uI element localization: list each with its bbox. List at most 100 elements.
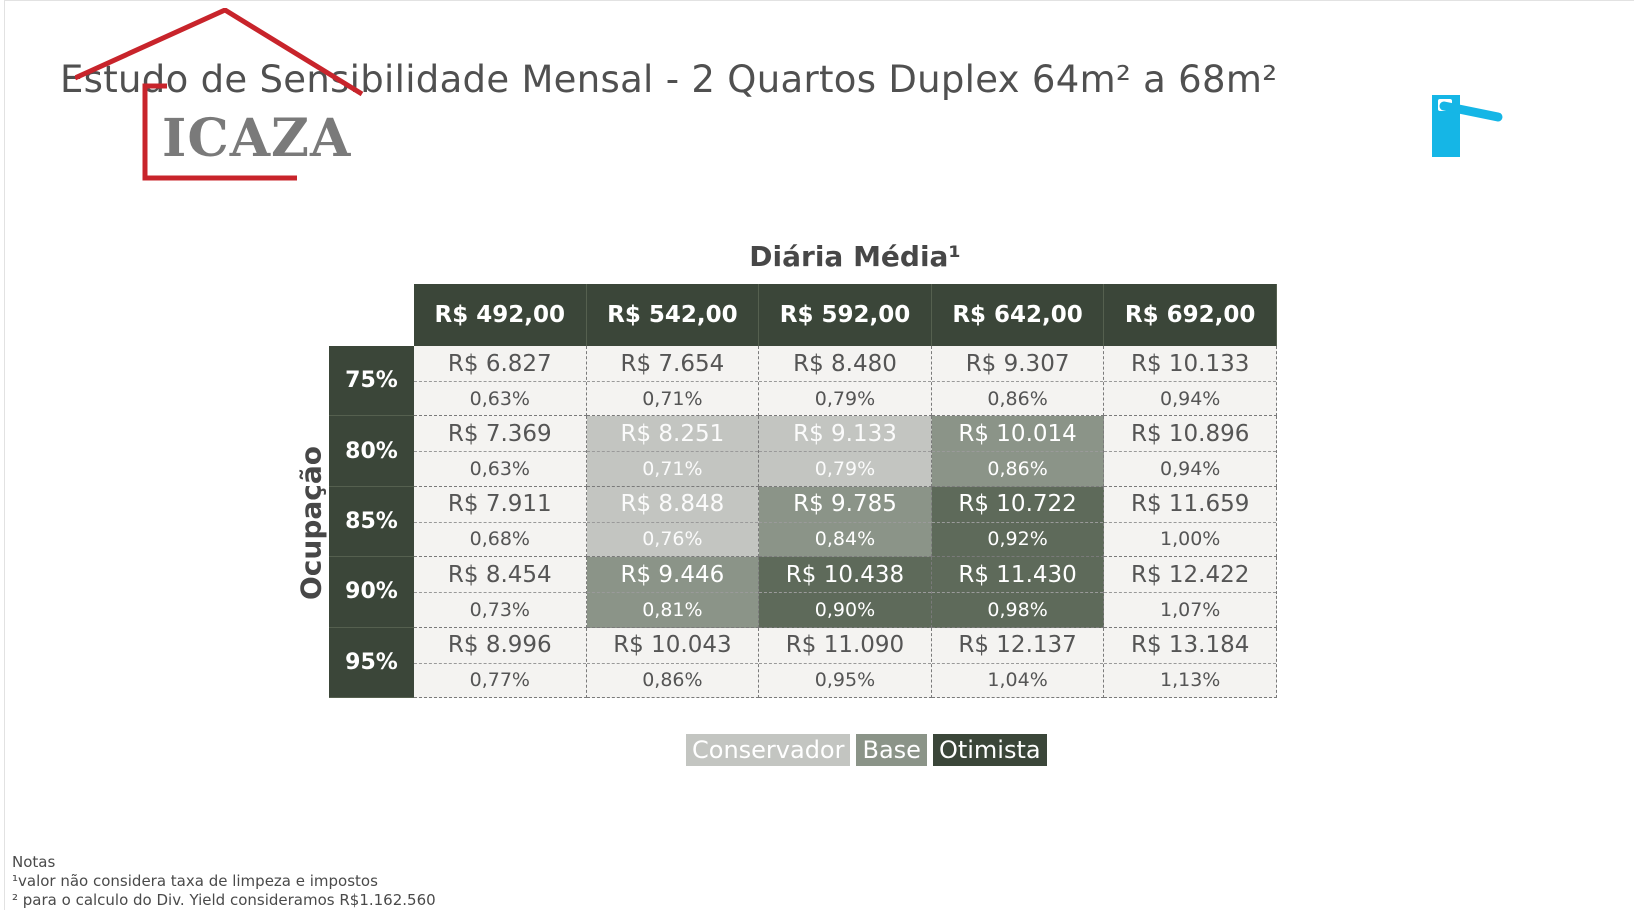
table-cell: R$ 11.090 0,95%: [759, 627, 932, 698]
occupancy-header: 90%: [329, 557, 414, 628]
dividend-yield: 0,86%: [987, 387, 1048, 410]
dividend-yield: 0,81%: [642, 598, 703, 621]
table-cell: R$ 11.430 0,98%: [931, 557, 1105, 628]
occupancy-header: 85%: [329, 486, 414, 558]
rate-header-row: R$ 492,00 R$ 542,00 R$ 592,00 R$ 642,00 …: [414, 284, 1277, 346]
column-heading: Diária Média¹: [749, 240, 961, 273]
door-handle-icon: [1432, 95, 1503, 157]
monthly-revenue: R$ 10.438: [759, 557, 931, 594]
slide-frame: [4, 0, 1634, 910]
monthly-revenue: R$ 7.911: [414, 487, 586, 523]
monthly-revenue: R$ 8.996: [414, 628, 586, 664]
dividend-yield: 0,63%: [469, 458, 530, 481]
icaza-logo: [75, 8, 364, 181]
table-cell: R$ 8.251 0,71%: [586, 416, 760, 487]
monthly-revenue: R$ 9.307: [931, 346, 1104, 382]
dividend-yield: 0,71%: [642, 458, 703, 481]
table-cell: R$ 10.043 0,86%: [586, 627, 760, 698]
dividend-yield: 0,79%: [814, 387, 876, 410]
dividend-yield: 0,94%: [1159, 458, 1221, 481]
monthly-revenue: R$ 8.480: [759, 346, 931, 382]
monthly-revenue: R$ 7.654: [586, 346, 759, 382]
rate-header: R$ 642,00: [931, 284, 1105, 346]
notes-heading: Notas: [12, 853, 56, 871]
dividend-yield: 0,73%: [469, 598, 530, 621]
monthly-revenue: R$ 8.848: [586, 487, 759, 523]
table-cell: R$ 7.654 0,71%: [586, 346, 760, 417]
dividend-yield: 0,98%: [987, 598, 1048, 621]
legend-base: Base: [856, 734, 927, 766]
dividend-yield: 0,76%: [642, 528, 703, 551]
rate-header: R$ 492,00: [414, 284, 587, 346]
scenario-legend: Conservador Base Otimista: [686, 734, 1047, 766]
table-row: R$ 7.369 0,63% R$ 8.251 0,71% R$ 9.133 0,79% R…: [414, 416, 1277, 487]
occupancy-header: 80%: [329, 416, 414, 487]
dividend-yield: 0,63%: [469, 387, 530, 410]
note-2: ² para o calculo do Div. Yield considera…: [12, 891, 436, 909]
table-cell: R$ 10.896 0,94%: [1104, 416, 1277, 487]
table-cell: R$ 9.785 0,84%: [759, 486, 932, 558]
note-1: ¹valor não considera taxa de limpeza e i…: [12, 872, 378, 890]
dividend-yield: 0,77%: [469, 669, 530, 692]
table-cell: R$ 10.133 0,94%: [1104, 346, 1277, 417]
dividend-yield: 0,84%: [814, 528, 876, 551]
dividend-yield: 0,92%: [987, 528, 1048, 551]
dividend-yield: 0,71%: [642, 387, 703, 410]
occupancy-header: 75%: [329, 346, 414, 417]
table-cell: R$ 12.137 1,04%: [931, 627, 1105, 698]
dividend-yield: 1,04%: [987, 669, 1048, 692]
footnotes: Notas ¹valor não considera taxa de limpe…: [12, 853, 436, 910]
rate-header: R$ 592,00: [759, 284, 932, 346]
dividend-yield: 0,68%: [469, 528, 530, 551]
dividend-yield: 1,13%: [1159, 669, 1221, 692]
table-cell: R$ 10.722 0,92%: [931, 486, 1105, 558]
monthly-revenue: R$ 8.251: [586, 416, 759, 453]
table-row: R$ 8.996 0,77% R$ 10.043 0,86% R$ 11.090 0,95…: [414, 627, 1277, 698]
table-cell: R$ 8.454 0,73%: [414, 557, 587, 628]
monthly-revenue: R$ 10.722: [931, 487, 1104, 523]
dividend-yield: 0,79%: [814, 458, 876, 481]
monthly-revenue: R$ 9.785: [759, 487, 931, 523]
dividend-yield: 0,90%: [814, 598, 876, 621]
page-title: Estudo de Sensibilidade Mensal - 2 Quart…: [60, 58, 1278, 101]
table-cell: R$ 8.848 0,76%: [586, 486, 760, 558]
table-cell: R$ 8.480 0,79%: [759, 346, 932, 417]
dividend-yield: 1,07%: [1159, 598, 1221, 621]
dividend-yield: 0,95%: [814, 669, 876, 692]
legend-conservador: Conservador: [686, 734, 851, 766]
dividend-yield: 0,86%: [987, 458, 1048, 481]
table-cell: R$ 10.014 0,86%: [931, 416, 1105, 487]
monthly-revenue: R$ 10.043: [586, 628, 759, 664]
monthly-revenue: R$ 11.090: [759, 628, 931, 664]
monthly-revenue: R$ 12.137: [931, 628, 1104, 664]
monthly-revenue: R$ 9.133: [759, 416, 931, 453]
monthly-revenue: R$ 11.659: [1104, 487, 1276, 523]
monthly-revenue: R$ 9.446: [586, 557, 759, 594]
table-cell: R$ 10.438 0,90%: [759, 557, 932, 628]
monthly-revenue: R$ 7.369: [414, 416, 586, 453]
rate-header: R$ 542,00: [586, 284, 760, 346]
table-cell: R$ 6.827 0,63%: [414, 346, 587, 417]
table-row: R$ 6.827 0,63% R$ 7.654 0,71% R$ 8.480 0,79% R…: [414, 346, 1277, 417]
table-cell: R$ 8.996 0,77%: [414, 627, 587, 698]
table-cell: R$ 12.422 1,07%: [1104, 557, 1277, 628]
table-cell: R$ 7.369 0,63%: [414, 416, 587, 487]
occupancy-column: 75% 80% 85% 90% 95%: [329, 346, 414, 698]
dividend-yield: 0,86%: [642, 669, 703, 692]
legend-otimista: Otimista: [932, 734, 1047, 766]
table-row: R$ 7.911 0,68% R$ 8.848 0,76% R$ 9.785 0,84% R…: [414, 486, 1277, 558]
monthly-revenue: R$ 10.896: [1104, 416, 1276, 453]
table-cell: R$ 11.659 1,00%: [1104, 486, 1277, 558]
table-cell: R$ 9.307 0,86%: [931, 346, 1105, 417]
table-row: R$ 8.454 0,73% R$ 9.446 0,81% R$ 10.438 0,90%…: [414, 557, 1277, 628]
monthly-revenue: R$ 11.430: [931, 557, 1104, 594]
monthly-revenue: R$ 12.422: [1104, 557, 1276, 594]
monthly-revenue: R$ 6.827: [414, 346, 586, 382]
logo-text: ICAZA: [162, 108, 352, 169]
monthly-revenue: R$ 10.014: [931, 416, 1104, 453]
rate-header: R$ 692,00: [1104, 284, 1277, 346]
occupancy-header: 95%: [329, 627, 414, 698]
monthly-revenue: R$ 8.454: [414, 557, 586, 594]
table-cell: R$ 13.184 1,13%: [1104, 627, 1277, 698]
dividend-yield: 0,94%: [1159, 387, 1221, 410]
